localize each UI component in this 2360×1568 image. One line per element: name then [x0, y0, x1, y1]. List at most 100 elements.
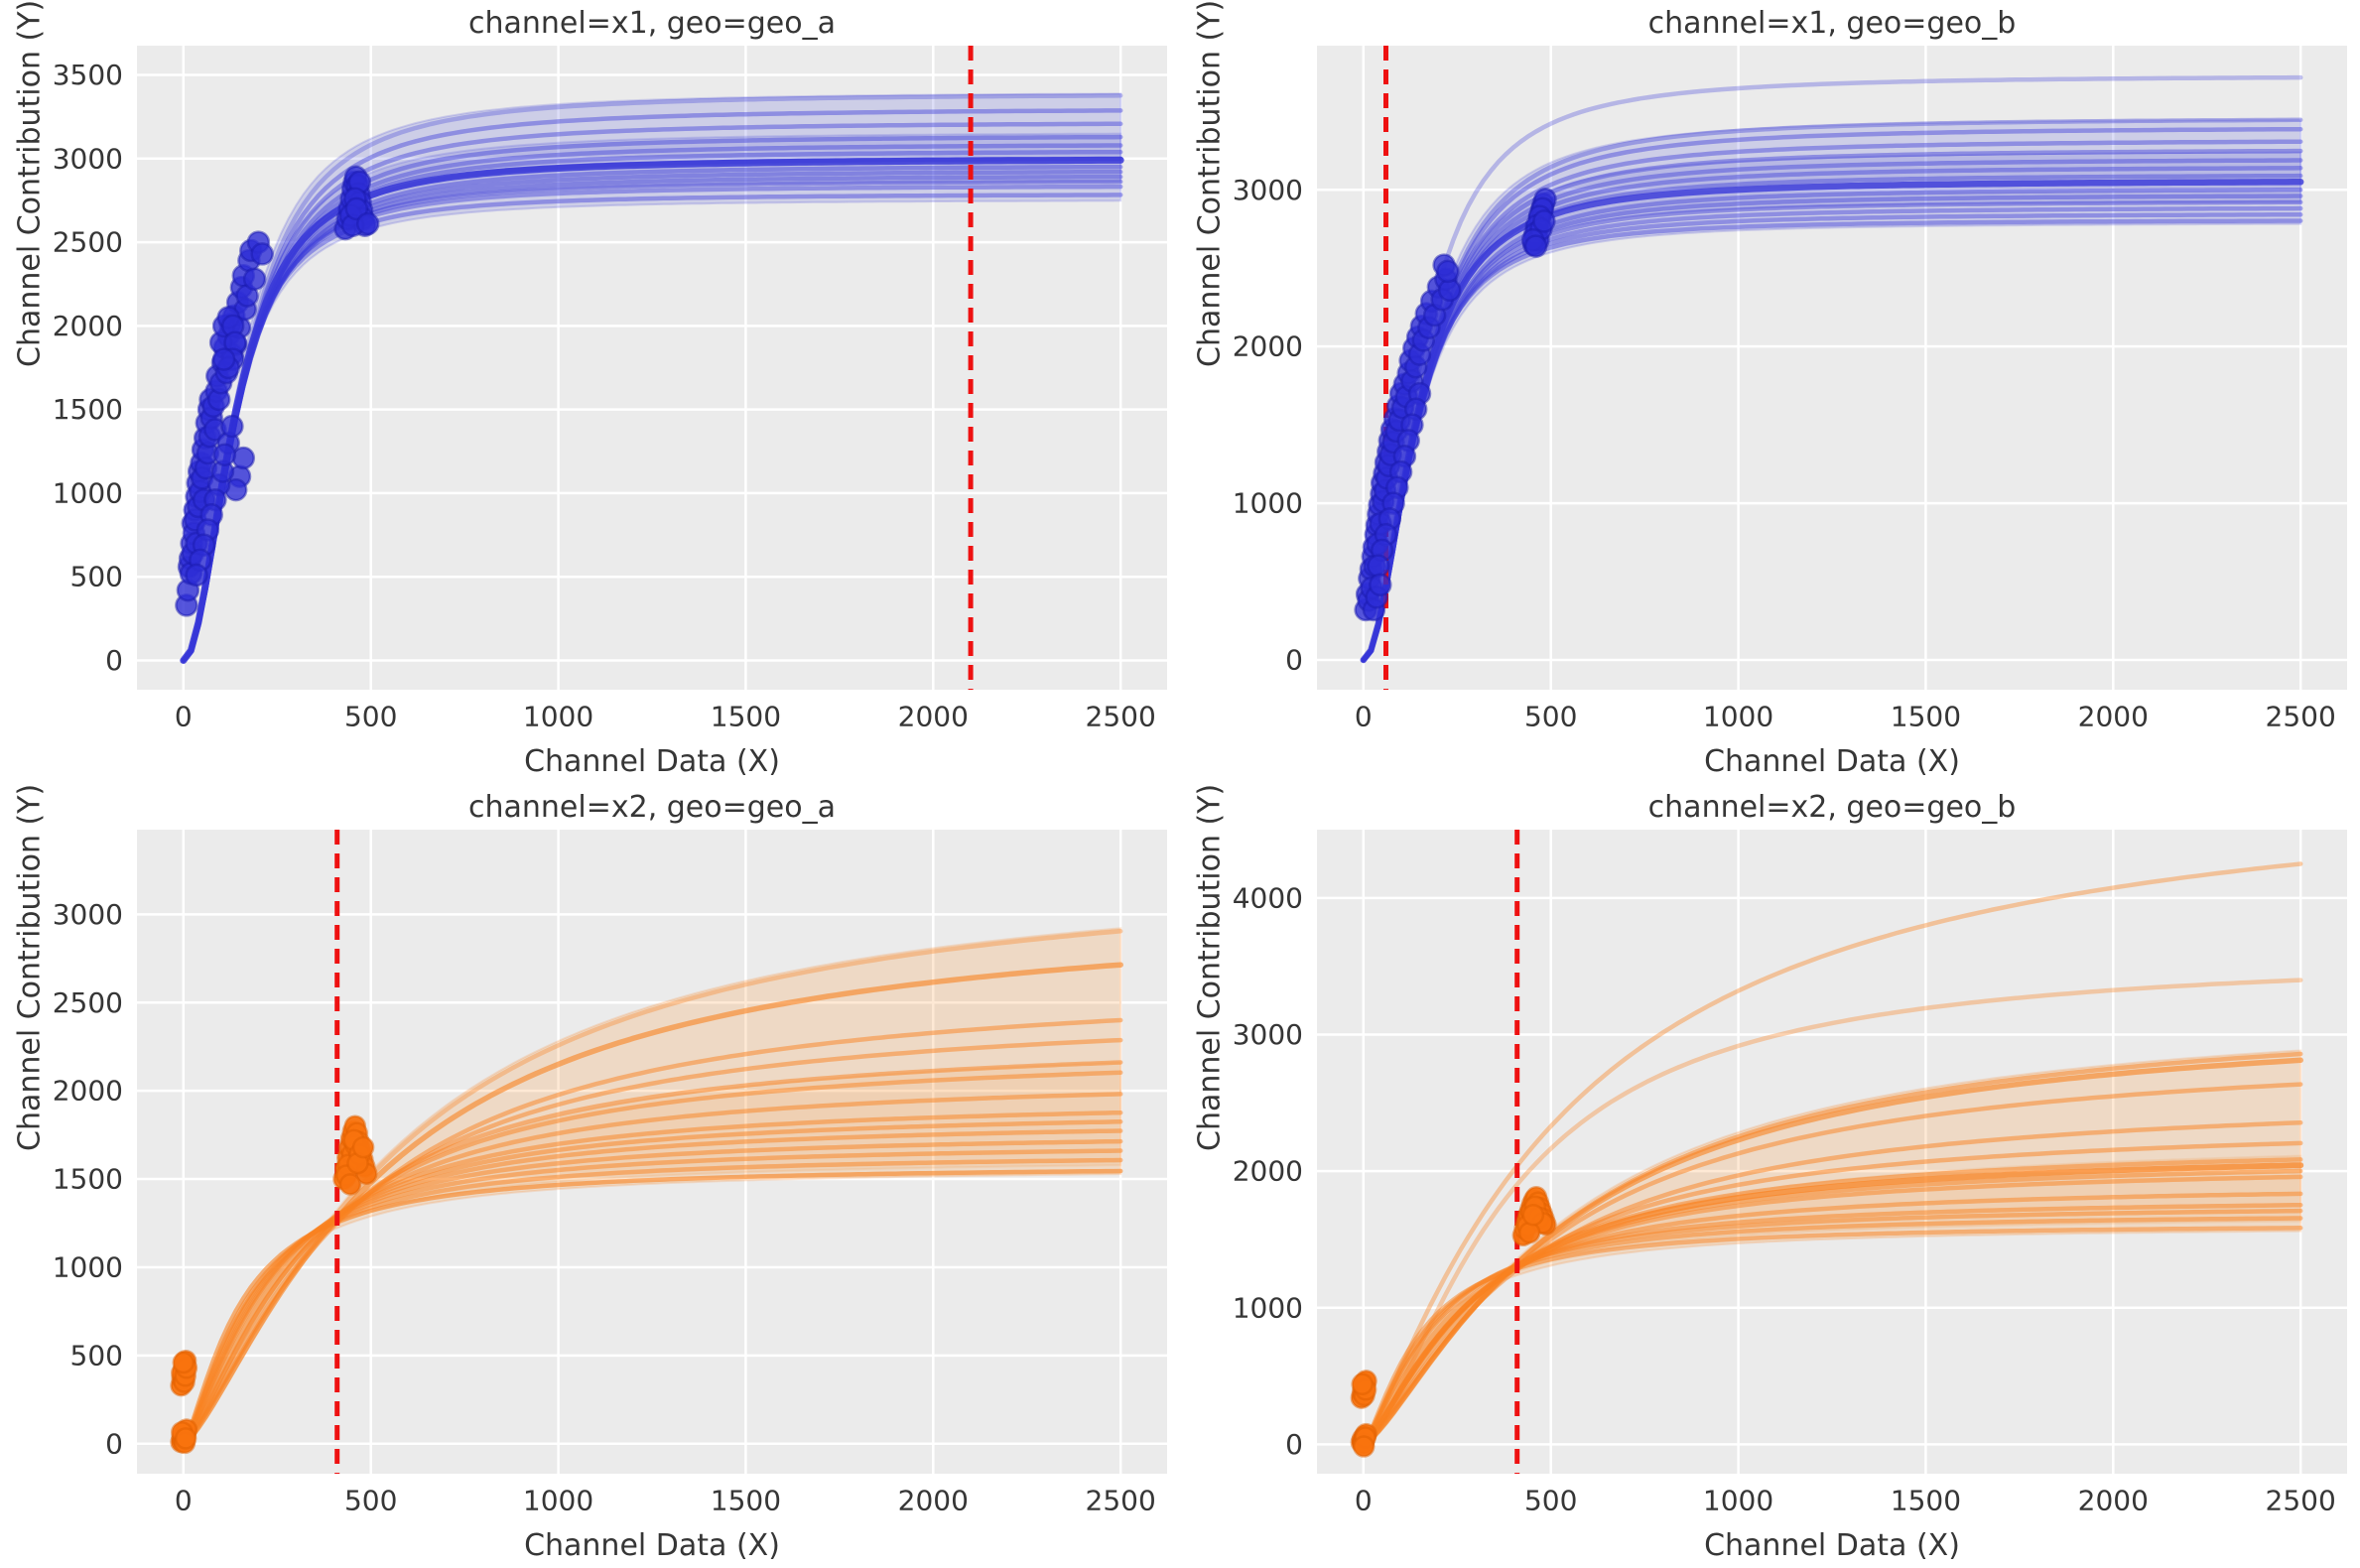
scatter-point [1351, 1372, 1374, 1396]
x-tick-label: 2000 [2078, 1485, 2149, 1517]
x-tick-label: 500 [1524, 701, 1577, 733]
x-tick-label: 1500 [1891, 1485, 1961, 1517]
x-tick-label: 500 [344, 701, 397, 733]
x-tick-label: 500 [344, 1485, 397, 1517]
y-tick-label: 3000 [53, 898, 123, 931]
saturation-curve [1361, 126, 2303, 663]
axes-background [137, 46, 1167, 690]
y-tick-label: 0 [1285, 1428, 1303, 1461]
x-tick-label: 500 [1524, 1485, 1577, 1517]
scatter-point [185, 563, 208, 588]
x-tick-label: 2500 [1086, 701, 1156, 733]
y-tick-label: 1000 [1233, 487, 1303, 520]
x-tick-label: 1000 [523, 1485, 593, 1517]
subplot-title: channel=x1, geo=geo_a [468, 6, 836, 41]
scatter-point [1523, 234, 1548, 258]
scatter-point [1517, 1221, 1541, 1244]
x-tick-label: 1000 [523, 701, 593, 733]
saturation-curve [1361, 158, 2303, 663]
saturation-curve [1361, 978, 2303, 1447]
saturation-curve [181, 93, 1123, 663]
x-tick-label: 0 [1355, 701, 1373, 733]
saturation-curve [1361, 166, 2303, 663]
scatter-point [212, 443, 237, 466]
plot-canvas: 0 1000 2000 3000 0 500 1000 1500 2000 2500 [1233, 46, 2347, 733]
scatter-point [172, 1351, 196, 1374]
subplot-x1-geo-a: 0 500 1000 1500 2000 2500 3000 3500 0 500 1000 1500… [0, 0, 1180, 784]
scatter-point [338, 1173, 362, 1196]
saturation-curve [1361, 188, 2303, 663]
x-tick-label: 2000 [898, 701, 969, 733]
saturation-curve [181, 962, 1123, 1447]
saturation-curve [181, 134, 1123, 663]
saturation-curve [181, 121, 1123, 663]
x-tick-label: 1000 [1703, 1485, 1773, 1517]
uncertainty-band [1362, 1049, 2302, 1446]
scatter-point [1369, 573, 1392, 596]
saturation-curve [1361, 861, 2303, 1447]
y-tick-label: 0 [105, 1427, 123, 1460]
subplot-x2-geo-b: 0 1000 2000 3000 4000 0 500 1000 1500 2000 2500 ch… [1180, 784, 2360, 1568]
uncertainty-band [182, 92, 1122, 662]
y-tick-label: 3000 [53, 142, 123, 175]
subplot-title: channel=x2, geo=geo_a [468, 790, 836, 825]
y-tick-label: 1500 [53, 1163, 123, 1196]
scatter-point [1532, 209, 1556, 233]
plot-canvas: 0 500 1000 1500 2000 2500 3000 3500 0 500 1000 1500… [53, 46, 1167, 733]
scatter-point [174, 1427, 197, 1450]
saturation-curve [1361, 205, 2303, 663]
scatter-point [355, 211, 380, 236]
y-tick-label: 3000 [1233, 174, 1303, 206]
x-tick-label: 2000 [898, 1485, 969, 1517]
x-tick-label: 2500 [1086, 1485, 1156, 1517]
y-tick-label: 3000 [1233, 1018, 1303, 1051]
x-tick-label: 0 [1355, 1485, 1373, 1517]
saturation-curve [1361, 199, 2303, 663]
x-axis-label: Channel Data (X) [1704, 744, 1960, 779]
scatter-point [1521, 1203, 1545, 1227]
y-tick-label: 500 [70, 1339, 123, 1372]
saturation-curve [1361, 117, 2303, 663]
saturation-curve [181, 1017, 1123, 1447]
x-tick-label: 1500 [711, 701, 781, 733]
y-tick-label: 1000 [1233, 1291, 1303, 1324]
scatter-point [250, 242, 274, 266]
saturation-curve [1361, 148, 2303, 663]
subplot-x2-geo-a: 0 500 1000 1500 2000 2500 3000 0 500 1000 1500 2000… [0, 784, 1180, 1568]
y-tick-label: 0 [1285, 643, 1303, 676]
scatter-point [1352, 1435, 1376, 1458]
x-tick-label: 1500 [1891, 701, 1961, 733]
axes-background [1317, 830, 2347, 1474]
x-tick-label: 0 [175, 701, 193, 733]
saturation-curve [181, 108, 1123, 663]
uncertainty-band [1363, 118, 2302, 661]
x-tick-label: 2000 [2078, 701, 2149, 733]
y-tick-label: 1500 [53, 393, 123, 426]
saturation-curve [1361, 212, 2303, 663]
x-axis-label: Channel Data (X) [1704, 1528, 1960, 1563]
y-tick-label: 2000 [1233, 330, 1303, 363]
y-tick-label: 2500 [53, 226, 123, 259]
saturation-curve [1361, 194, 2303, 663]
x-tick-label: 2500 [2266, 1485, 2336, 1517]
x-tick-label: 1000 [1703, 701, 1773, 733]
y-tick-label: 4000 [1233, 881, 1303, 914]
y-tick-label: 2000 [53, 1075, 123, 1108]
x-tick-label: 0 [175, 1485, 193, 1517]
subplot-x1-geo-b: 0 1000 2000 3000 0 500 1000 1500 2000 2500 channe… [1180, 0, 2360, 784]
y-tick-label: 2000 [53, 310, 123, 342]
y-tick-label: 0 [105, 644, 123, 677]
x-axis-label: Channel Data (X) [524, 744, 780, 779]
saturation-curve [1361, 74, 2303, 663]
saturation-curve [1360, 179, 2304, 664]
y-tick-label: 1000 [53, 1250, 123, 1283]
scatter-point [1436, 259, 1460, 284]
plot-canvas: 0 500 1000 1500 2000 2500 3000 0 500 1000 1500 2000… [53, 830, 1167, 1517]
uncertainty-band [1363, 151, 2302, 661]
saturation-curve [1361, 1120, 2303, 1447]
subplot-title: channel=x2, geo=geo_b [1647, 790, 2017, 825]
y-tick-label: 2000 [1233, 1155, 1303, 1188]
y-tick-label: 2500 [53, 986, 123, 1019]
uncertainty-band [182, 927, 1122, 1445]
